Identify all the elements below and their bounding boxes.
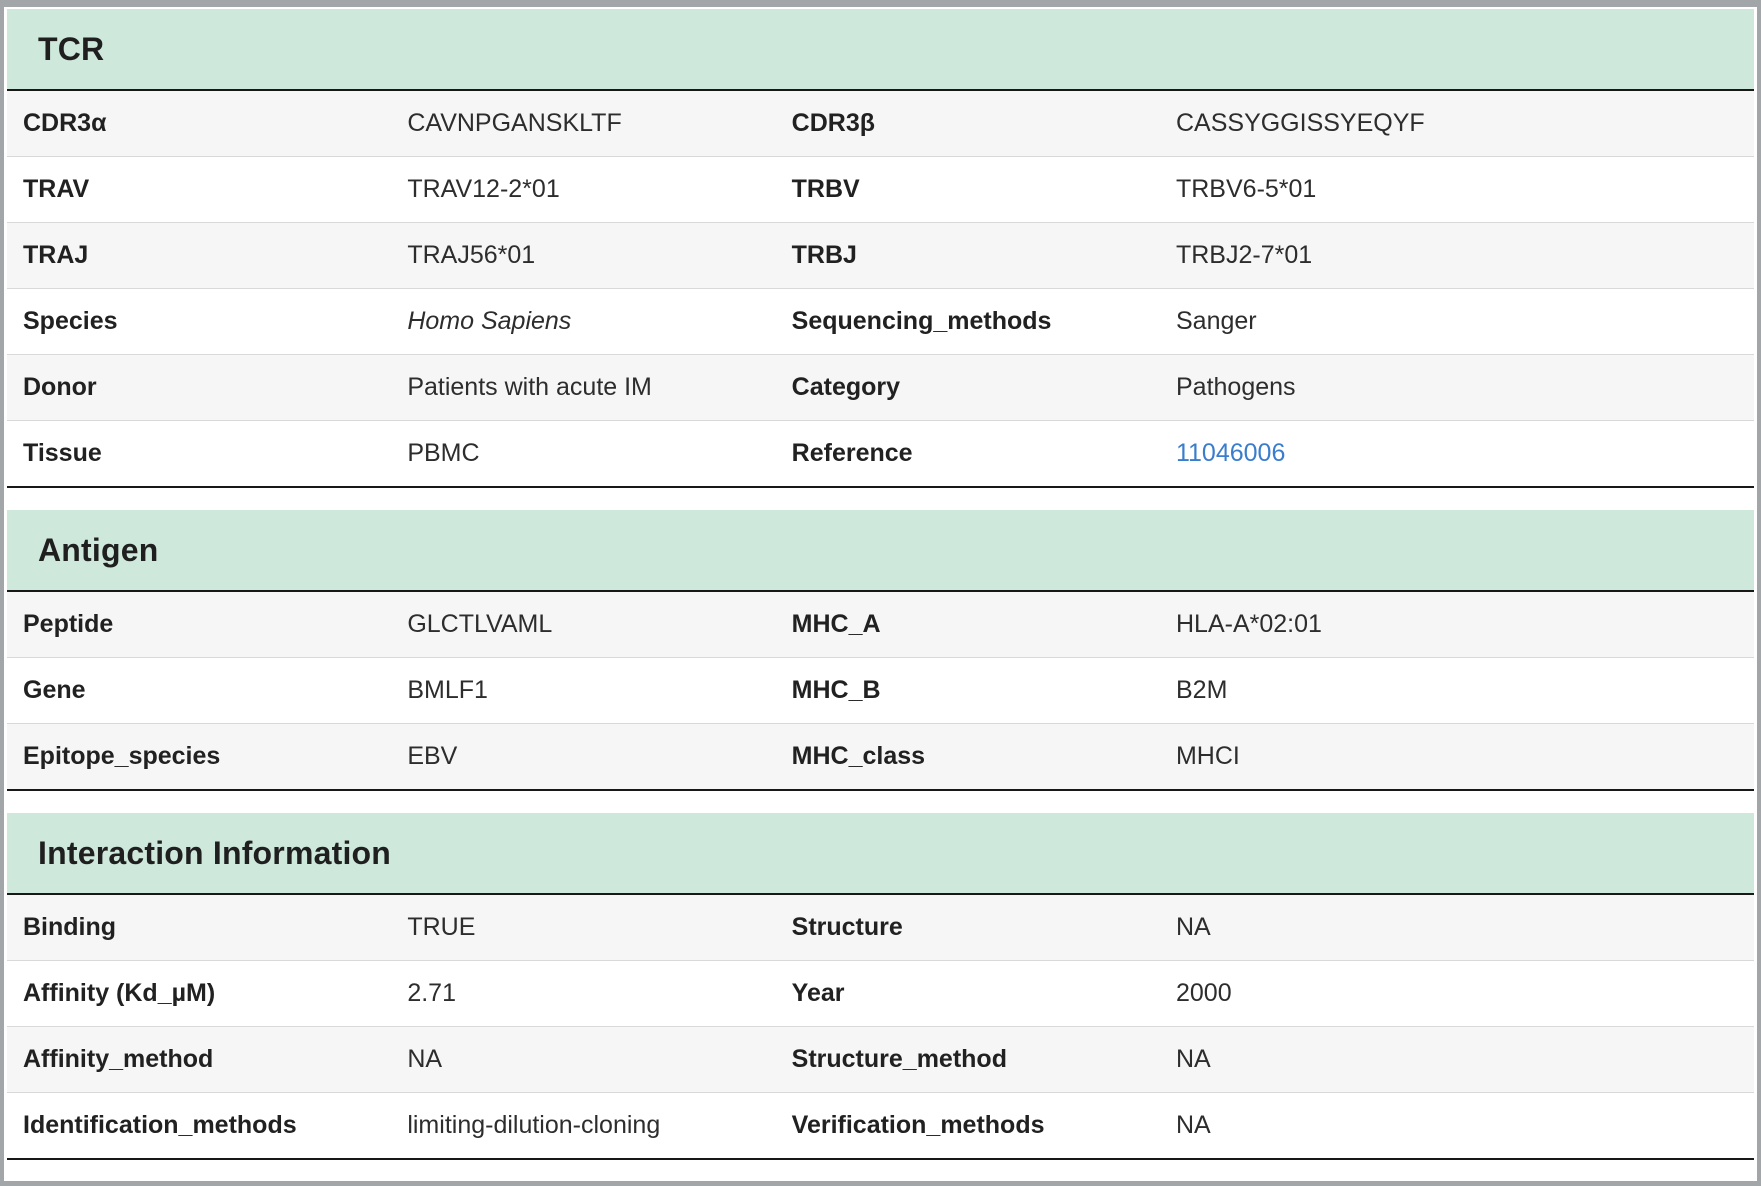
field-value: CAVNPGANSKLTF bbox=[407, 109, 622, 137]
table-row: TRAV TRAV12-2*01 TRBV TRBV6-5*01 bbox=[7, 156, 1754, 223]
section-antigen: Antigen Peptide GLCTLVAML MHC_A HLA-A*02:01… bbox=[7, 510, 1754, 791]
field-value: Sanger bbox=[1159, 288, 1754, 355]
section-title: Interaction Information bbox=[38, 834, 392, 871]
field-label: Affinity (Kd_µM) bbox=[7, 960, 392, 1027]
section-header-interaction-information: Interaction Information bbox=[7, 813, 1754, 895]
field-value: NA bbox=[1175, 913, 1211, 941]
field-value: MHCI bbox=[1159, 723, 1754, 790]
section-title: TCR bbox=[38, 30, 105, 67]
reference-link[interactable]: 11046006 bbox=[1175, 439, 1286, 467]
section-header-antigen: Antigen bbox=[7, 510, 1754, 592]
field-value: Patients with acute IM bbox=[391, 354, 776, 421]
section-header-tcr: TCR bbox=[7, 9, 1754, 91]
table-row: Affinity (Kd_µM) 2.71 Year 2000 bbox=[7, 960, 1754, 1027]
table-row: CDR3α CAVNPGANSKLTF CDR3β CASSYGGISSYEQYF bbox=[7, 91, 1754, 157]
field-value: TRBV6-5*01 bbox=[1159, 156, 1754, 223]
field-label: TRAV bbox=[7, 156, 392, 223]
field-value: TRAV12-2*01 bbox=[391, 156, 776, 223]
field-label: MHC_class bbox=[775, 723, 1160, 790]
field-label: Tissue bbox=[7, 420, 392, 487]
field-label: Binding bbox=[23, 913, 117, 941]
field-value: TRAJ56*01 bbox=[391, 222, 776, 289]
field-label: Year bbox=[775, 960, 1160, 1027]
field-value: CASSYGGISSYEQYF bbox=[1175, 109, 1425, 137]
table-row: Epitope_species EBV MHC_class MHCI bbox=[7, 723, 1754, 790]
table-row: Peptide GLCTLVAML MHC_A HLA-A*02:01 bbox=[7, 592, 1754, 658]
field-label: Peptide bbox=[23, 610, 114, 638]
field-value: NA bbox=[1159, 1026, 1754, 1093]
field-label: Species bbox=[7, 288, 392, 355]
field-label: Epitope_species bbox=[7, 723, 392, 790]
field-value: 11046006 bbox=[1159, 420, 1754, 487]
field-value: HLA-A*02:01 bbox=[1175, 610, 1322, 638]
table-row: Species Homo Sapiens Sequencing_methods San… bbox=[7, 288, 1754, 355]
field-label: Reference bbox=[775, 420, 1160, 487]
table-row: Gene BMLF1 MHC_B B2M bbox=[7, 657, 1754, 724]
table-row: Binding TRUE Structure NA bbox=[7, 895, 1754, 961]
field-label: Donor bbox=[7, 354, 392, 421]
section-tcr: TCR CDR3α CAVNPGANSKLTF CDR3β CASSYGGISSYEQ… bbox=[7, 9, 1754, 488]
field-label: Affinity_method bbox=[7, 1026, 392, 1093]
table-row: TRAJ TRAJ56*01 TRBJ TRBJ2-7*01 bbox=[7, 222, 1754, 289]
table-row: Tissue PBMC Reference 11046006 bbox=[7, 420, 1754, 487]
field-label: Structure_method bbox=[775, 1026, 1160, 1093]
field-value: NA bbox=[1159, 1092, 1754, 1159]
interaction-information-table: Binding TRUE Structure NA Affinity (Kd_µM) 2.… bbox=[7, 895, 1754, 1160]
field-value: GLCTLVAML bbox=[407, 610, 553, 638]
field-label: MHC_A bbox=[791, 610, 881, 638]
field-value: 2.71 bbox=[391, 960, 776, 1027]
field-value: TRUE bbox=[407, 913, 476, 941]
field-value: B2M bbox=[1159, 657, 1754, 724]
table-row: Identification_methods limiting-dilution-… bbox=[7, 1092, 1754, 1159]
field-value: limiting-dilution-cloning bbox=[391, 1092, 776, 1159]
field-value: TRBJ2-7*01 bbox=[1159, 222, 1754, 289]
field-label: MHC_B bbox=[775, 657, 1160, 724]
field-label: Verification_methods bbox=[775, 1092, 1160, 1159]
field-value: EBV bbox=[391, 723, 776, 790]
tcr-table: CDR3α CAVNPGANSKLTF CDR3β CASSYGGISSYEQYF TR… bbox=[7, 91, 1754, 488]
field-value: PBMC bbox=[391, 420, 776, 487]
field-label: CDR3β bbox=[791, 109, 875, 137]
field-label: TRBV bbox=[775, 156, 1160, 223]
field-label: Sequencing_methods bbox=[775, 288, 1160, 355]
field-value: 2000 bbox=[1159, 960, 1754, 1027]
antigen-table: Peptide GLCTLVAML MHC_A HLA-A*02:01 Gene BMLF… bbox=[7, 592, 1754, 791]
section-interaction-information: Interaction Information Binding TRUE Struc… bbox=[7, 813, 1754, 1160]
field-label: Structure bbox=[791, 913, 903, 941]
field-label: TRAJ bbox=[7, 222, 392, 289]
field-label: Identification_methods bbox=[7, 1092, 392, 1159]
field-label: TRBJ bbox=[775, 222, 1160, 289]
field-value: Homo Sapiens bbox=[391, 288, 776, 355]
field-value: BMLF1 bbox=[391, 657, 776, 724]
field-value: Pathogens bbox=[1159, 354, 1754, 421]
section-title: Antigen bbox=[38, 531, 159, 568]
field-label: Category bbox=[775, 354, 1160, 421]
field-value: NA bbox=[391, 1026, 776, 1093]
field-label: Gene bbox=[7, 657, 392, 724]
table-row: Donor Patients with acute IM Category Patho… bbox=[7, 354, 1754, 421]
field-label: CDR3α bbox=[23, 109, 107, 137]
table-row: Affinity_method NA Structure_method NA bbox=[7, 1026, 1754, 1093]
